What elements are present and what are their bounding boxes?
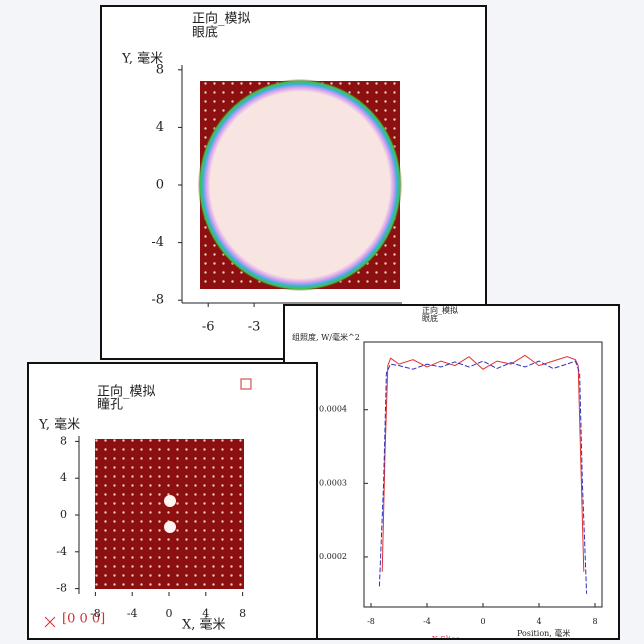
y-tick-label: -4 [56,545,67,558]
x-tick-label: -8 [367,617,375,626]
y-tick-label: -8 [56,582,67,595]
restore-button[interactable] [240,378,252,390]
x-tick-label: -3 [248,320,261,335]
title: 眼底 [192,25,218,41]
y-label: Y, 毫米 [38,417,80,433]
x-tick-label: -4 [127,607,138,620]
x-tick-label: 0 [480,617,485,626]
readout: [0 0 0] [62,612,105,627]
x-tick-label: 8 [239,607,246,620]
legend-label: X Slice [432,635,460,640]
title: 正向_模拟 [422,306,458,315]
x-label: Position, 毫米 [517,628,570,638]
x-tick-label: 0 [166,607,173,620]
x-tick-label: 8 [592,617,597,626]
image [95,439,244,589]
title: 眼底 [422,313,438,323]
y-tick-label: 0 [156,178,164,193]
x-tick-label: 4 [536,617,541,626]
title: 瞳孔 [97,398,123,413]
y-label: 组照度, W/毫米^2 [292,332,360,342]
series-line [381,354,585,572]
pupil-window[interactable]: 正向_模拟 瞳孔 Y, 毫米 X, 毫米 [0 0 0] 8 4 0 -4 -8 -8 -4… [27,362,318,640]
illumination [198,79,402,291]
spot [164,521,176,533]
x-tick-label: 4 [202,607,209,620]
fundus-window[interactable]: 正向_模拟 眼底 Y, 毫米 8 4 0 -4 -8 -6 -3 [100,5,487,360]
profile-window[interactable]: 正向_模拟 眼底 组照度, W/毫米^2 Position, 毫米 0.0004… [283,304,620,640]
y-tick-label: 4 [156,120,164,135]
pupil-plot: 正向_模拟 瞳孔 Y, 毫米 X, 毫米 [0 0 0] 8 4 0 -4 -8 -8 -4… [38,378,252,633]
y-tick-label: 8 [156,62,164,77]
y-tick-label: -4 [151,235,164,250]
title: 正向_模拟 [192,11,251,27]
title: 正向_模拟 [97,384,156,400]
close-icon[interactable] [44,616,56,628]
profile-plot: 正向_模拟 眼底 组照度, W/毫米^2 Position, 毫米 0.0004… [292,306,603,640]
y-tick-label: 8 [60,434,67,447]
y-tick-label: 0.0004 [319,405,347,414]
x-tick-label: -4 [423,617,431,626]
x-tick-label: -6 [202,320,215,335]
y-label: Y, 毫米 [121,51,163,67]
y-tick-label: 0.0003 [319,478,347,487]
y-tick-label: -8 [151,293,164,308]
y-tick-label: 0.0002 [319,552,347,561]
x-tick-label: -8 [90,607,101,620]
spot [164,495,176,507]
y-tick-label: 4 [60,471,67,484]
y-tick-label: 0 [60,508,67,521]
x-label: X, 毫米 [182,617,226,633]
fundus-plot: 正向_模拟 眼底 Y, 毫米 8 4 0 -4 -8 -6 -3 [121,11,402,335]
plot-frame [363,341,603,608]
series-line [378,360,588,594]
